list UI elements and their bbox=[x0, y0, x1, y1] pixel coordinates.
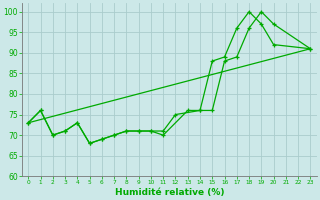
X-axis label: Humidité relative (%): Humidité relative (%) bbox=[115, 188, 224, 197]
